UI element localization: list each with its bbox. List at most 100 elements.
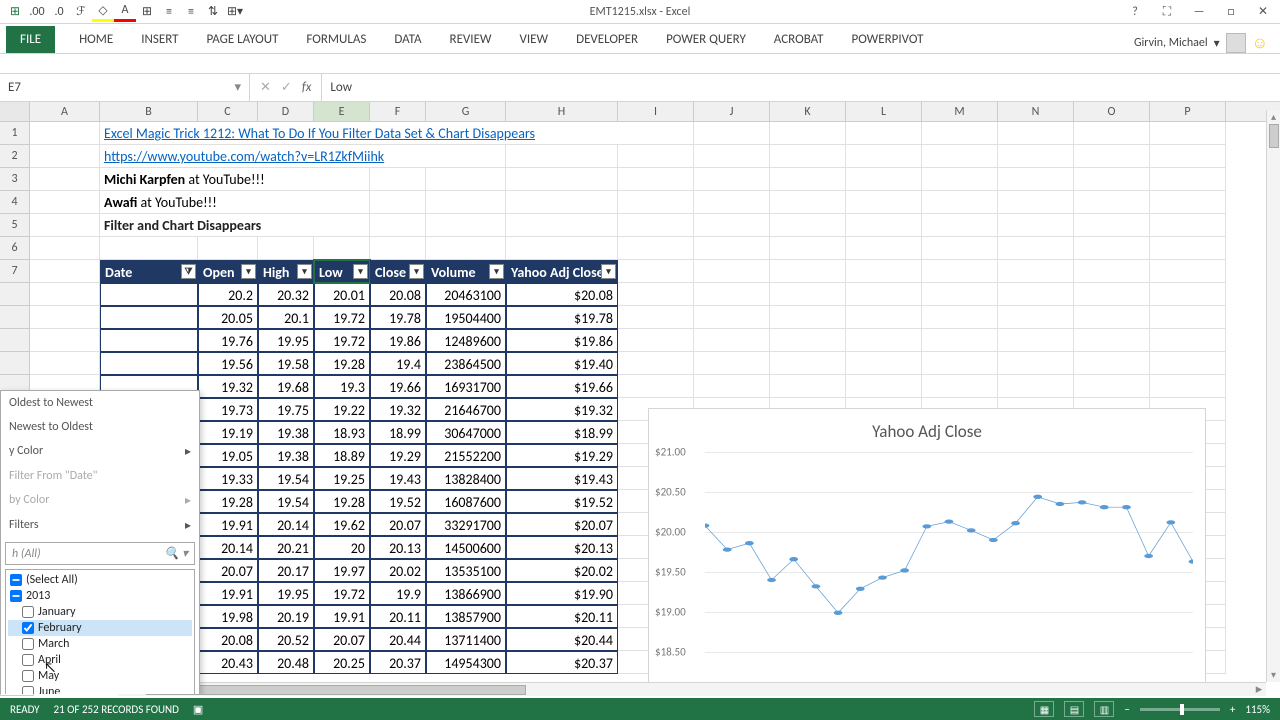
filter-checklist[interactable]: (Select All)2013JanuaryFebruaryMarchApri… <box>5 569 195 694</box>
cell[interactable]: Filter and Chart Disappears <box>100 214 370 237</box>
row-header[interactable] <box>0 329 30 352</box>
row-header[interactable]: 3 <box>0 168 30 191</box>
hscroll-thumb[interactable] <box>146 685 526 695</box>
filter-search[interactable]: h (All) 🔍 ▾ <box>5 542 195 565</box>
filter-item-label[interactable]: (Select All) <box>26 573 78 587</box>
tab-developer[interactable]: DEVELOPER <box>562 26 652 53</box>
cell[interactable] <box>370 214 426 237</box>
filter-tree-item[interactable]: June <box>8 684 192 694</box>
cell[interactable] <box>694 329 770 352</box>
cell[interactable] <box>30 237 100 260</box>
zoom-slider[interactable] <box>1140 708 1220 711</box>
cell[interactable] <box>1074 122 1150 145</box>
cell[interactable] <box>1074 168 1150 191</box>
cell[interactable] <box>370 168 426 191</box>
qat-more[interactable]: ⊞▾ <box>224 2 246 22</box>
row-header[interactable] <box>0 283 30 306</box>
col-header-N[interactable]: N <box>998 102 1074 121</box>
table-cell[interactable]: 19.72 <box>314 582 370 605</box>
table-cell[interactable]: 19.91 <box>198 513 258 536</box>
cell[interactable] <box>770 375 846 398</box>
cell[interactable] <box>922 329 998 352</box>
sort-newest[interactable]: Newest to Oldest <box>1 415 199 439</box>
cell[interactable] <box>1074 260 1150 283</box>
table-cell[interactable]: 19.76 <box>198 329 258 352</box>
cell[interactable] <box>1150 191 1226 214</box>
cell[interactable] <box>370 237 426 260</box>
cell[interactable] <box>618 214 694 237</box>
scroll-down-icon[interactable]: ▾ <box>1267 668 1280 682</box>
filter-checkbox[interactable] <box>22 606 34 618</box>
name-box-dropdown-icon[interactable]: ▾ <box>234 80 241 95</box>
cell[interactable] <box>846 122 922 145</box>
row-header[interactable]: 6 <box>0 237 30 260</box>
table-cell[interactable]: 19.29 <box>370 444 426 467</box>
filter-item-label[interactable]: January <box>38 605 76 619</box>
cell[interactable] <box>922 283 998 306</box>
cell[interactable] <box>922 214 998 237</box>
cell[interactable] <box>618 260 694 283</box>
table-cell[interactable]: 19.38 <box>258 444 314 467</box>
cell[interactable] <box>618 352 694 375</box>
row-header[interactable]: 5 <box>0 214 30 237</box>
table-cell[interactable]: 20.01 <box>314 283 370 306</box>
table-cell[interactable]: 19.95 <box>258 329 314 352</box>
cell[interactable] <box>1150 237 1226 260</box>
view-normal-icon[interactable]: ▦ <box>1034 701 1054 717</box>
table-cell[interactable]: 18.99 <box>370 421 426 444</box>
filter-tree-item[interactable]: (Select All) <box>8 572 192 588</box>
qat-fill-color[interactable]: ◇ <box>92 2 114 22</box>
col-header-G[interactable]: G <box>426 102 506 121</box>
name-box[interactable]: E7 ▾ <box>0 74 250 101</box>
view-pagebreak-icon[interactable]: ▥ <box>1094 701 1114 717</box>
table-cell[interactable]: 19.58 <box>258 352 314 375</box>
cell[interactable] <box>694 122 770 145</box>
cell[interactable] <box>770 306 846 329</box>
cell[interactable] <box>30 145 100 168</box>
cell[interactable] <box>998 191 1074 214</box>
filter-tree-item[interactable]: February <box>8 620 192 636</box>
vertical-scrollbar[interactable]: ▴ ▾ <box>1266 110 1280 682</box>
cell[interactable] <box>100 237 198 260</box>
table-cell[interactable]: 20.11 <box>370 605 426 628</box>
table-cell[interactable]: 19.38 <box>258 421 314 444</box>
cell[interactable] <box>770 352 846 375</box>
filter-item-label[interactable]: April <box>38 653 61 667</box>
table-cell[interactable]: 19.9 <box>370 582 426 605</box>
table-header-volume[interactable]: Volume▾ <box>426 260 506 283</box>
maximize-icon[interactable]: □ <box>1218 2 1244 22</box>
filter-checkbox[interactable] <box>22 670 34 682</box>
avatar[interactable] <box>1226 33 1246 53</box>
cell[interactable] <box>922 145 998 168</box>
cell[interactable] <box>770 191 846 214</box>
table-cell[interactable]: $20.13 <box>506 536 618 559</box>
table-cell[interactable]: 13866900 <box>426 582 506 605</box>
table-cell[interactable]: 19.97 <box>314 559 370 582</box>
filter-dropdown-icon[interactable]: ▾ <box>489 264 504 279</box>
table-cell[interactable]: 19.62 <box>314 513 370 536</box>
tab-review[interactable]: REVIEW <box>436 26 506 53</box>
table-cell[interactable]: 20.44 <box>370 628 426 651</box>
table-cell[interactable]: $19.66 <box>506 375 618 398</box>
table-cell[interactable]: $19.90 <box>506 582 618 605</box>
table-cell[interactable]: 19.3 <box>314 375 370 398</box>
table-cell[interactable]: 19.52 <box>370 490 426 513</box>
cell[interactable] <box>846 260 922 283</box>
date-filters[interactable]: Filters▸ <box>1 513 199 538</box>
col-header-A[interactable]: A <box>30 102 100 121</box>
help-icon[interactable]: ? <box>1122 2 1148 22</box>
col-header-I[interactable]: I <box>618 102 694 121</box>
scroll-right-icon[interactable]: ▸ <box>1252 682 1266 697</box>
table-cell[interactable]: 20.37 <box>370 651 426 674</box>
col-header-M[interactable]: M <box>922 102 998 121</box>
cell[interactable] <box>846 191 922 214</box>
zoom-in-icon[interactable]: + <box>1230 703 1235 716</box>
table-cell[interactable]: 19.28 <box>314 490 370 513</box>
cell[interactable] <box>1074 306 1150 329</box>
cell[interactable] <box>694 145 770 168</box>
cell[interactable] <box>1074 191 1150 214</box>
filter-tree-item[interactable]: January <box>8 604 192 620</box>
table-cell[interactable]: 20.07 <box>314 628 370 651</box>
cell[interactable] <box>998 283 1074 306</box>
qat-btn-1[interactable]: .00 <box>26 2 48 22</box>
